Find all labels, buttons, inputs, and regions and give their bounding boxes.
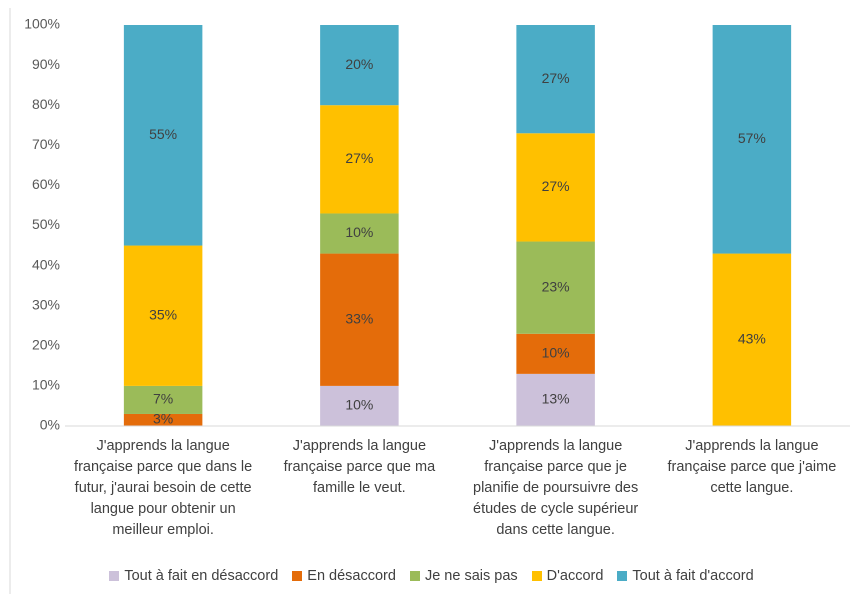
- legend-item: En désaccord: [292, 568, 396, 584]
- legend-item: Je ne sais pas: [409, 568, 518, 584]
- data-label: 10%: [345, 224, 373, 240]
- legend-swatch: [292, 571, 303, 581]
- legend-item: D'accord: [531, 568, 604, 584]
- data-label: 57%: [738, 130, 766, 146]
- bar-segment: [320, 105, 399, 214]
- y-tick-label: 10%: [32, 377, 60, 393]
- legend-item: Tout à fait en désaccord: [109, 568, 278, 584]
- y-tick-label: 40%: [32, 256, 60, 272]
- legend-label: D'accord: [546, 568, 604, 584]
- data-label: 10%: [345, 397, 373, 413]
- bar-segment: [320, 253, 399, 386]
- data-label: 27%: [345, 150, 373, 166]
- legend-swatch: [109, 571, 120, 581]
- legend-label: Je ne sais pas: [424, 568, 518, 584]
- bar-segment: [123, 385, 203, 414]
- data-label: 13%: [542, 391, 570, 407]
- bar-segment: [712, 25, 792, 254]
- bar-segment: [516, 25, 595, 134]
- data-label: 55%: [149, 126, 177, 142]
- y-tick-label: 20%: [32, 337, 60, 353]
- data-label: 35%: [149, 306, 177, 322]
- y-tick-label: 60%: [32, 176, 60, 192]
- data-label: 27%: [542, 70, 570, 86]
- bar-segment: [516, 373, 595, 426]
- data-label: 3%: [153, 411, 173, 427]
- bar-segment: [320, 213, 399, 254]
- legend-swatch: [409, 571, 420, 581]
- bar-segment: [516, 241, 595, 334]
- legend-swatch: [617, 571, 628, 581]
- bar-segment: [123, 413, 203, 426]
- data-label: 10%: [542, 345, 570, 361]
- y-tick-label: 100%: [24, 16, 60, 32]
- y-tick-label: 30%: [32, 296, 60, 312]
- x-tick-label: J'apprends la langue française parce que…: [74, 438, 253, 538]
- data-label: 7%: [153, 391, 173, 407]
- bar-segment: [320, 385, 399, 426]
- bar-segment: [516, 133, 595, 242]
- y-tick-label: 0%: [40, 417, 60, 433]
- data-label: 23%: [542, 278, 570, 294]
- bar-segment: [123, 25, 203, 246]
- legend-label: En désaccord: [307, 568, 396, 584]
- y-tick-label: 80%: [32, 96, 60, 112]
- data-label: 20%: [345, 56, 373, 72]
- x-tick-label: J'apprends la langue française parce que…: [667, 438, 837, 496]
- bar-segment: [712, 253, 792, 426]
- data-label: 33%: [345, 310, 373, 326]
- y-tick-label: 50%: [32, 216, 60, 232]
- legend-item: Tout à fait d'accord: [617, 568, 754, 584]
- bar-segment: [516, 333, 595, 374]
- legend-label: Tout à fait en désaccord: [124, 568, 279, 584]
- legend: Tout à fait en désaccord En désaccord Je n…: [0, 568, 863, 584]
- x-tick-label: J'apprends la langue française parce que…: [473, 438, 639, 538]
- bar-segment: [123, 245, 203, 386]
- legend-swatch: [531, 571, 542, 581]
- data-label: 43%: [738, 330, 766, 346]
- y-tick-label: 70%: [32, 136, 60, 152]
- x-tick-label: J'apprends la langue française parce que…: [283, 438, 436, 496]
- legend-label: Tout à fait d'accord: [632, 568, 754, 584]
- data-label: 27%: [542, 178, 570, 194]
- bar-segment: [320, 25, 399, 106]
- y-tick-label: 90%: [32, 56, 60, 72]
